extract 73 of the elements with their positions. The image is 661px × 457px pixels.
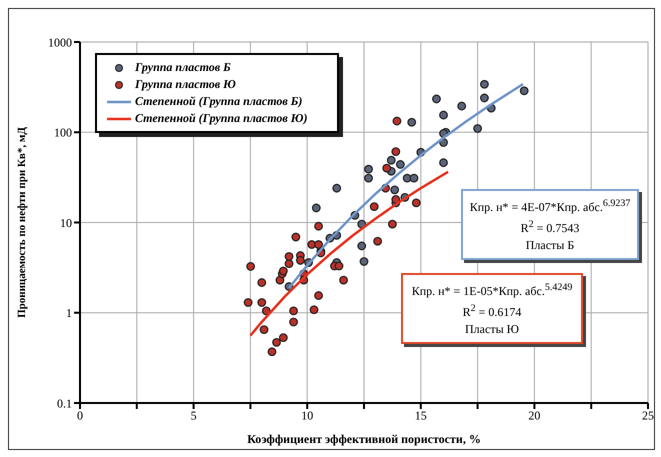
annotation: R$^{2}$ = 0.7543 [520, 218, 580, 237]
point [284, 252, 294, 261]
point [278, 333, 288, 342]
x-tick-label: 15 [414, 408, 427, 423]
x-tick-label: 0 [77, 408, 83, 423]
equation-box: Кпр. н* = 4E-07*Кпр. абс.$^{6.9237}$ R$^{2}$ = 0.7543 Пласты Б [461, 189, 639, 260]
point [244, 298, 253, 307]
annotation: Пласты Ю [464, 321, 520, 338]
point [314, 291, 323, 300]
point [310, 305, 318, 314]
x-axis-title: Коэффициент эффективной пористости, % [247, 432, 481, 446]
legend-label: Степенной (Группа пластов Ю) [135, 111, 308, 126]
point [332, 184, 342, 193]
point [520, 86, 529, 96]
point [314, 222, 323, 231]
point [412, 198, 421, 208]
x-tick-label: 10 [301, 408, 314, 423]
point [410, 174, 418, 183]
point [272, 338, 281, 347]
legend-label: Группа пластов Б [135, 60, 231, 75]
y-tick-label: 10 [60, 216, 72, 230]
point [260, 325, 268, 334]
point [439, 158, 448, 168]
y-tick-label: 1 [66, 306, 72, 320]
point [390, 185, 400, 194]
annotation: Пласты Б [524, 237, 576, 254]
point [360, 257, 368, 266]
point [473, 124, 482, 133]
point [289, 318, 298, 326]
point [364, 174, 373, 183]
point [480, 94, 489, 102]
y-tick-label: 100 [54, 126, 72, 140]
point [334, 262, 344, 270]
point [314, 240, 323, 249]
point [296, 256, 305, 265]
annotation: Кпр. н* = 1E-05*Кпр. абс.$^{5.4249}$ [410, 281, 574, 300]
point [268, 347, 276, 356]
x-tick-label: 20 [528, 408, 540, 423]
point [257, 298, 266, 307]
y-axis-title: Проницаемость по нефти при Кв*, мД [16, 126, 28, 318]
annotation: Кпр. н* = 4E-07*Кпр. абс.$^{6.9237}$ [468, 197, 632, 216]
legend-label: Группа пластов Ю [135, 77, 236, 92]
annotation: R$^{2}$ = 0.6174 [462, 302, 522, 321]
point [392, 116, 402, 126]
point [257, 278, 266, 287]
point [432, 94, 441, 104]
point [480, 80, 489, 89]
point [339, 276, 348, 285]
x-tick-label: 25 [642, 408, 654, 423]
point [370, 202, 379, 212]
point [457, 102, 466, 110]
point [439, 110, 448, 120]
point [289, 306, 298, 316]
line-series [249, 170, 450, 337]
equation-box: Кпр. н* = 1E-05*Кпр. абс.$^{5.4249}$ R$^{2}$ = 0.6174 Пласты Ю [401, 273, 583, 344]
point [388, 220, 397, 228]
point [386, 156, 396, 165]
y-tick-label: 0.1 [57, 396, 72, 410]
point [357, 242, 366, 250]
point [382, 164, 392, 173]
point [407, 118, 416, 127]
point [291, 232, 300, 242]
point [373, 236, 382, 246]
x-tick-label: 5 [190, 408, 197, 423]
point [396, 160, 405, 169]
y-tick-label: 1000 [48, 35, 72, 50]
point [246, 262, 256, 271]
point [284, 259, 294, 268]
point [364, 164, 373, 174]
point [278, 266, 288, 276]
point [391, 147, 400, 156]
legend-label: Степенной (Группа пластов Б) [135, 94, 302, 109]
point [312, 204, 321, 212]
